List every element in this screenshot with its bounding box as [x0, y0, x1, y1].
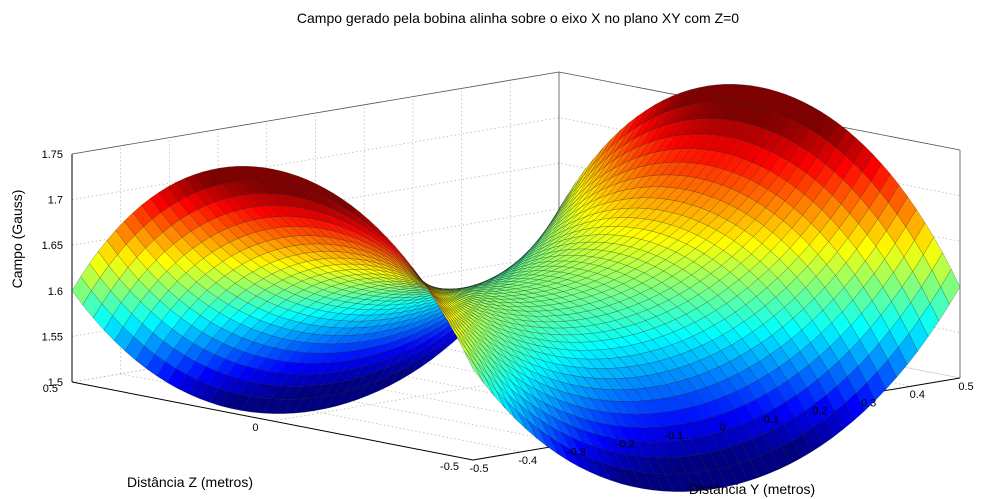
y-tick-label: -0.4 [518, 455, 537, 467]
y-tick-label: -0.2 [616, 438, 635, 450]
y-axis-label: Distância Y (metros) [689, 481, 815, 497]
z-tick-label: 1.65 [42, 240, 63, 252]
box-edge [71, 71, 560, 155]
y-tick-label: -0.3 [567, 447, 586, 459]
y-tick-label: 0.4 [910, 389, 925, 401]
surface [71, 84, 961, 492]
y-tick-label: 0 [719, 422, 725, 434]
z-tick-label: 1.7 [48, 195, 63, 207]
y-tick-label: 0.1 [764, 414, 779, 426]
y-tick-label: 0.2 [812, 406, 827, 418]
z-tick-label: 1.55 [42, 331, 63, 343]
x-tick-label: 0 [252, 422, 258, 434]
x-tick-label: -0.5 [440, 461, 459, 473]
tick-labels: -0.5 -0.4 -0.3 -0.2 -0.1 0 0.1 0.2 0.3 0.4 0.5 0.5 0… [42, 149, 974, 475]
z-axis-label: Campo (Gauss) [9, 190, 25, 289]
surface-patch [464, 351, 484, 383]
x-tick-label: 0.5 [43, 383, 58, 395]
z-tick-label: 1.5 [48, 377, 63, 389]
y-tick-label: -0.1 [664, 430, 683, 442]
z-tick-label: 1.75 [42, 149, 63, 161]
x-axis-label: Distância Z (metros) [127, 474, 253, 490]
z-tick-label: 1.6 [48, 286, 63, 298]
axis-line [71, 381, 474, 461]
y-tick-label: 0.3 [861, 397, 876, 409]
y-tick-label: -0.5 [470, 463, 489, 475]
chart-title: Campo gerado pela bobina alinha sobre o … [297, 10, 739, 26]
y-tick-label: 0.5 [958, 381, 973, 393]
